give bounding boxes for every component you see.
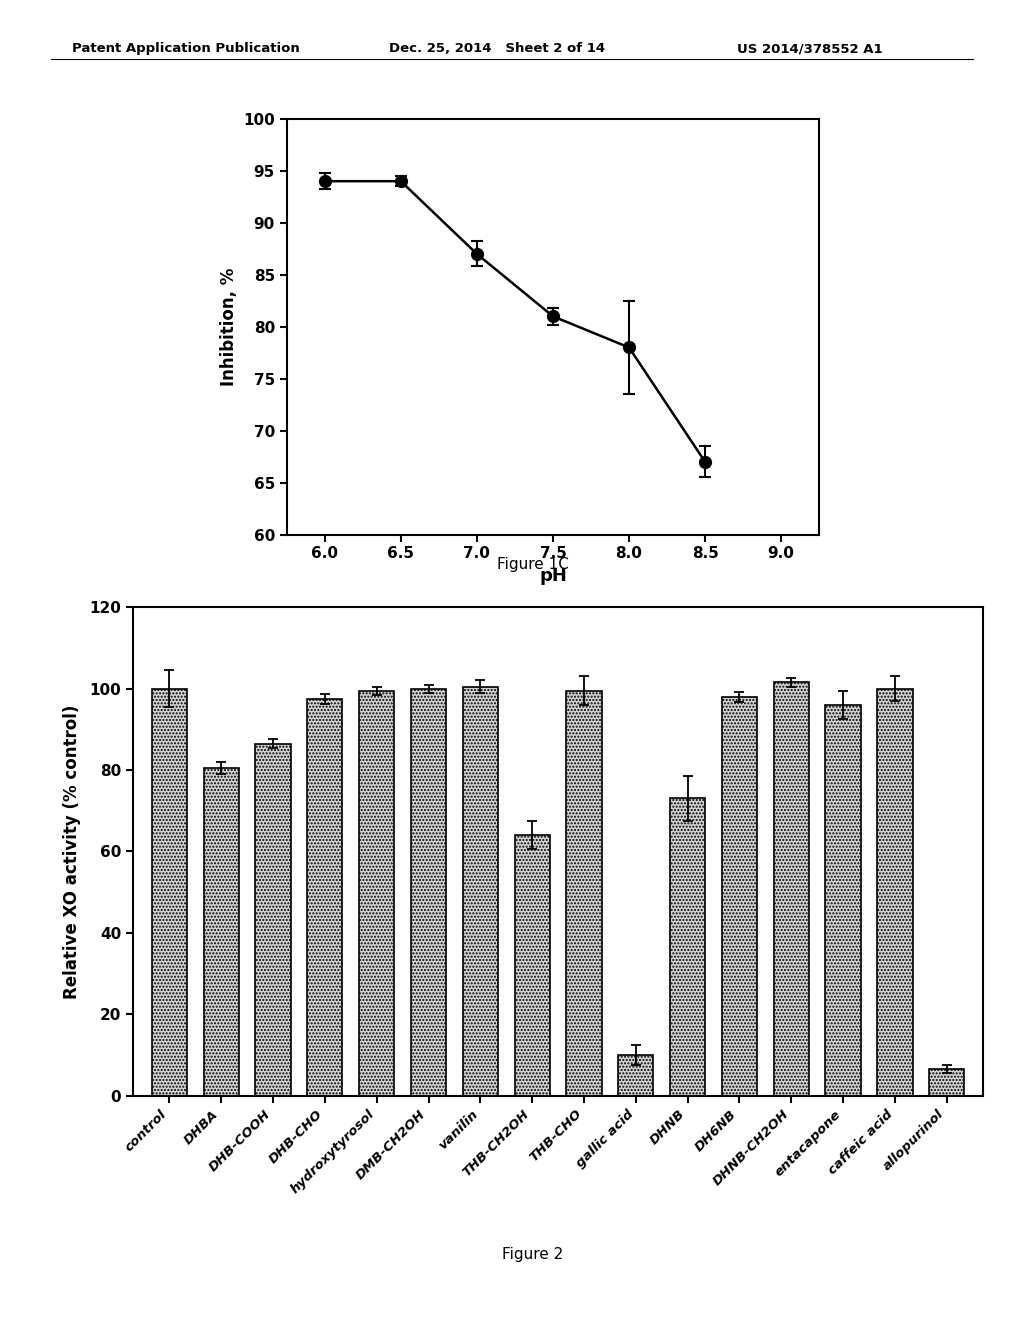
Bar xyxy=(825,705,861,1096)
Text: Dec. 25, 2014   Sheet 2 of 14: Dec. 25, 2014 Sheet 2 of 14 xyxy=(389,42,605,55)
Bar xyxy=(566,690,602,1096)
Bar xyxy=(929,1069,965,1096)
Bar xyxy=(722,697,757,1096)
Bar xyxy=(411,689,446,1096)
Bar xyxy=(774,682,809,1096)
Bar xyxy=(670,799,706,1096)
Bar xyxy=(152,689,187,1096)
Bar xyxy=(618,1055,653,1096)
Bar xyxy=(204,768,239,1096)
Y-axis label: Relative XO activity (% control): Relative XO activity (% control) xyxy=(63,704,81,999)
Bar xyxy=(514,836,550,1096)
Bar xyxy=(359,690,394,1096)
Text: Figure 2: Figure 2 xyxy=(502,1247,563,1262)
X-axis label: pH: pH xyxy=(539,568,567,585)
Text: US 2014/378552 A1: US 2014/378552 A1 xyxy=(737,42,883,55)
Bar xyxy=(255,743,291,1096)
Bar xyxy=(307,698,342,1096)
Bar xyxy=(463,686,498,1096)
Text: Figure 1C: Figure 1C xyxy=(497,557,568,572)
Y-axis label: Inhibition, %: Inhibition, % xyxy=(219,268,238,385)
Text: Patent Application Publication: Patent Application Publication xyxy=(72,42,299,55)
Bar xyxy=(878,689,912,1096)
